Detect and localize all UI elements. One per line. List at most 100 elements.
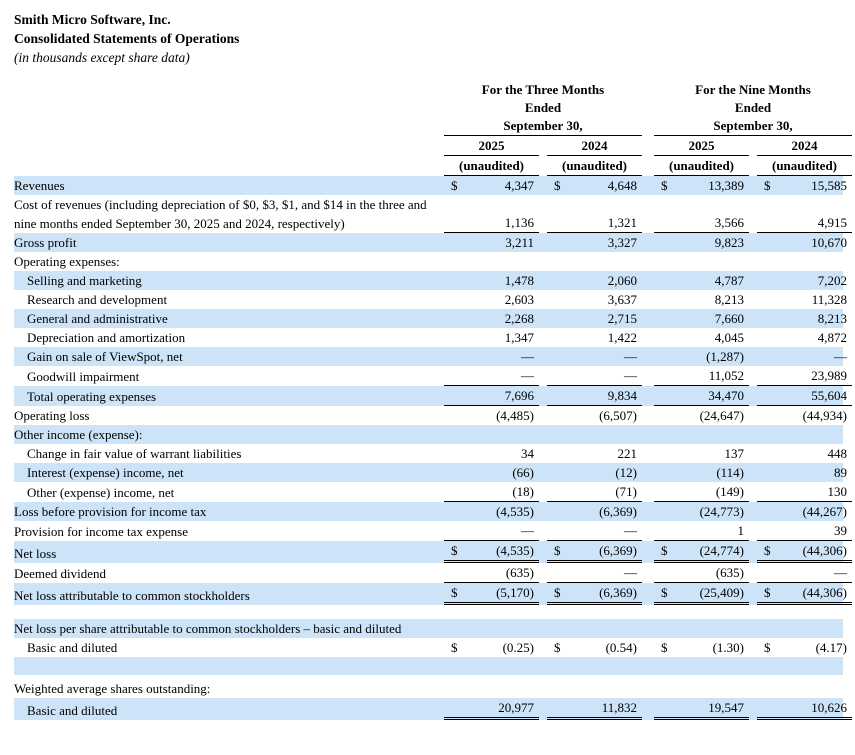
currency-symbol: $ [661, 543, 668, 558]
cell-value: — [624, 523, 637, 538]
column-gap [642, 156, 654, 176]
value-cell: 7,202 [757, 271, 852, 290]
value-cell: (4,485) [444, 406, 539, 425]
cell-value: — [521, 523, 534, 538]
value-cell: 2,715 [547, 309, 642, 328]
year-header-row: 2025 2024 2025 2024 [14, 136, 852, 156]
value-cell: 4,872 [757, 328, 852, 347]
cell-value: (1.30) [712, 640, 744, 655]
cell-value: 2,060 [607, 273, 637, 288]
value-cell: 1,347 [444, 328, 539, 347]
cell-value: (0.25) [502, 640, 534, 655]
row-label: Operating expenses: [14, 254, 120, 269]
currency-symbol: $ [451, 640, 458, 655]
row-label: Basic and diluted [27, 703, 118, 718]
value-cell: $ (25,409) [654, 583, 749, 605]
value-cell: — [547, 563, 642, 583]
table-row: Gross profit 3,211 3,327 9,823 10,670 [14, 233, 847, 252]
value-cell: 3,327 [547, 233, 642, 252]
value-cell: 2,603 [444, 290, 539, 309]
column-gap [642, 136, 654, 156]
unaudited-header-row: (unaudited) (unaudited) (unaudited) (una… [14, 156, 852, 176]
table-row: Weighted average shares outstanding: [14, 679, 843, 698]
cell-value: 39 [834, 523, 847, 538]
value-cell: $4,648 [547, 176, 642, 195]
value-cell: $ (4,535) [444, 541, 539, 563]
cell-value: 1 [737, 523, 745, 538]
row-label: Selling and marketing [27, 273, 142, 288]
table-row: Other income (expense): [14, 425, 843, 444]
cell-value: 3,566 [714, 215, 744, 230]
cell-value: 1,422 [607, 330, 637, 345]
cell-value: 2,268 [504, 311, 534, 326]
value-cell: 1,321 [547, 213, 642, 233]
row-label: Gross profit [14, 235, 77, 250]
value-cell: 1,136 [444, 213, 539, 233]
cell-value: 137 [724, 446, 745, 461]
cell-value: 4,872 [817, 330, 847, 345]
value-cell: (635) [654, 563, 749, 583]
value-cell: $ (0.54) [547, 638, 642, 657]
cell-value: 4,915 [817, 215, 847, 230]
value-cell: (66) [444, 463, 539, 482]
value-cell: — [444, 521, 539, 541]
cell-value: 4,648 [607, 178, 637, 193]
cell-value: 23,989 [811, 368, 847, 383]
currency-symbol: $ [661, 640, 668, 655]
cell-value: 221 [617, 446, 638, 461]
cell-value: (6,369) [599, 585, 637, 600]
row-label: Other (expense) income, net [27, 485, 175, 500]
cell-value: 9,834 [607, 388, 637, 403]
header-label-spacer [14, 156, 444, 176]
row-label: Deemed dividend [14, 566, 107, 581]
cell-value: (4,535) [496, 504, 534, 519]
value-cell: — [547, 366, 642, 386]
value-cell: 10,670 [757, 233, 852, 252]
cell-value: (12) [615, 465, 637, 480]
cell-value: 10,670 [811, 235, 847, 250]
value-cell: (6,507) [547, 406, 642, 425]
table-row: Revenues $4,347 $4,648 $13,389 $15,585 [14, 176, 847, 195]
table-row: Operating loss (4,485) (6,507) (24,647) (44,… [14, 406, 847, 425]
unaudited-label: (unaudited) [654, 156, 749, 176]
value-cell: $ (6,369) [547, 583, 642, 605]
value-cell: (1,287) [654, 347, 749, 366]
value-cell: (44,267) [757, 502, 852, 521]
table-row: Goodwill impairment — — 11,052 23,989 [14, 366, 852, 386]
year-header: 2025 [654, 136, 749, 156]
table-row: Deemed dividend (635) — (635) — [14, 563, 852, 583]
value-cell: 448 [757, 444, 852, 463]
value-cell: 7,696 [444, 386, 539, 406]
cell-value: 3,211 [505, 235, 534, 250]
value-cell: 137 [654, 444, 749, 463]
table-row: Research and development 2,603 3,637 8,213 1… [14, 290, 847, 309]
value-cell: — [547, 347, 642, 366]
cell-value: (5,170) [496, 585, 534, 600]
cell-value: (0.54) [605, 640, 637, 655]
value-cell: 34 [444, 444, 539, 463]
currency-symbol: $ [554, 543, 561, 558]
unaudited-label: (unaudited) [757, 156, 852, 176]
company-name: Smith Micro Software, Inc. [14, 12, 171, 27]
value-cell: 130 [757, 482, 852, 502]
statements-table-body: Revenues $4,347 $4,648 $13,389 $15,585 Cost o… [14, 176, 852, 720]
col-group-three-months: For the Three Months Ended September 30, [444, 81, 642, 136]
cell-value: 8,213 [714, 292, 744, 307]
cell-value: 13,389 [708, 178, 744, 193]
table-row: Net loss per share attributable to commo… [14, 619, 843, 638]
table-header: For the Three Months Ended September 30,… [14, 81, 852, 136]
row-label: Depreciation and amortization [27, 330, 186, 345]
column-gap [749, 156, 757, 176]
group-line: September 30, [713, 118, 793, 133]
cell-value: 19,547 [708, 700, 744, 715]
table-row: Basic and diluted 20,977 11,832 19,547 10,62… [14, 698, 852, 720]
cell-value: 7,696 [504, 388, 534, 403]
value-cell: 3,211 [444, 233, 539, 252]
cell-value: (4.17) [815, 640, 847, 655]
row-label: Change in fair value of warrant liabilit… [27, 446, 242, 461]
year-header: 2024 [757, 136, 852, 156]
table-row: Basic and diluted $ (0.25) $ (0.54) $ (1.30) $ (… [14, 638, 847, 657]
cell-value: (24,647) [699, 408, 744, 423]
cell-value: (71) [615, 484, 637, 499]
cell-value: 2,715 [607, 311, 637, 326]
